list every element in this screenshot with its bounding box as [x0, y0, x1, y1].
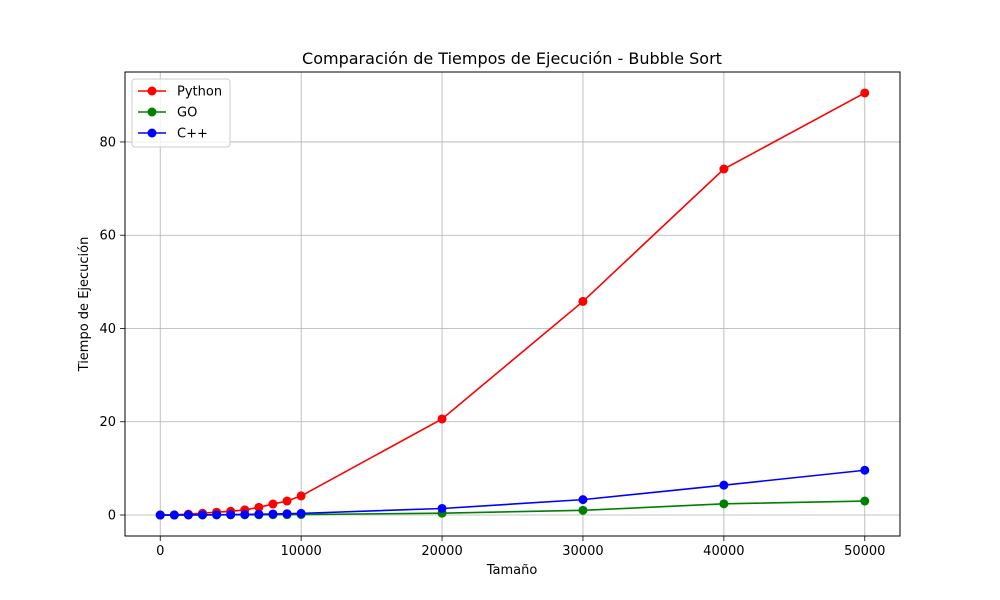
data-point-go: [719, 499, 729, 509]
x-tick-label: 40000: [703, 544, 744, 559]
chart-title: Comparación de Tiempos de Ejecución - Bu…: [302, 49, 722, 68]
y-tick-label: 40: [99, 322, 116, 337]
x-tick-label: 20000: [421, 544, 462, 559]
data-point-python: [719, 164, 729, 174]
legend-marker-go: [147, 107, 157, 117]
x-tick-label: 30000: [562, 544, 603, 559]
y-tick-label: 60: [99, 229, 116, 244]
data-point-python: [860, 88, 870, 98]
data-point-python: [254, 502, 264, 512]
data-point-go: [578, 505, 588, 515]
data-point-c: [860, 465, 870, 475]
legend-label-go: GO: [177, 106, 197, 121]
y-tick-label: 0: [108, 509, 116, 524]
data-point-c: [282, 509, 292, 519]
legend-label-python: Python: [177, 85, 222, 100]
series-layer: [155, 88, 870, 520]
data-point-c: [578, 495, 588, 505]
data-point-c: [296, 508, 306, 518]
data-point-c: [719, 480, 729, 490]
legend-marker-python: [147, 86, 157, 96]
data-point-c: [226, 510, 236, 520]
data-point-python: [282, 496, 292, 506]
legend: Python GO C++: [131, 78, 231, 148]
legend-box: [131, 78, 231, 148]
legend-marker-c: [147, 128, 157, 138]
data-point-c: [212, 510, 222, 520]
data-point-go: [860, 496, 870, 506]
data-point-c: [198, 510, 207, 520]
data-point-c: [155, 510, 165, 520]
data-point-c: [183, 510, 193, 520]
data-point-c: [437, 503, 447, 513]
x-tick-label: 10000: [280, 544, 321, 559]
y-tick-label: 20: [99, 415, 116, 430]
data-point-c: [268, 509, 278, 519]
legend-label-c: C++: [177, 127, 208, 142]
data-point-c: [240, 509, 250, 519]
x-tick-label: 0: [156, 544, 164, 559]
data-point-python: [578, 296, 588, 306]
grid: [125, 72, 900, 536]
data-point-python: [268, 499, 278, 509]
data-point-python: [296, 491, 306, 501]
data-point-c: [169, 510, 179, 520]
ticks: 0 10000 20000 30000 40000 50000 0 20 40 60 80: [99, 135, 885, 559]
plot-area-frame: [124, 71, 901, 537]
data-point-python: [437, 414, 447, 424]
series-c: [155, 465, 870, 520]
y-axis-title: Tiempo de Ejecución: [77, 237, 92, 373]
x-tick-label: 50000: [844, 544, 885, 559]
y-tick-label: 80: [99, 135, 116, 150]
data-point-c: [254, 509, 264, 519]
x-axis-title: Tamaño: [486, 563, 538, 578]
